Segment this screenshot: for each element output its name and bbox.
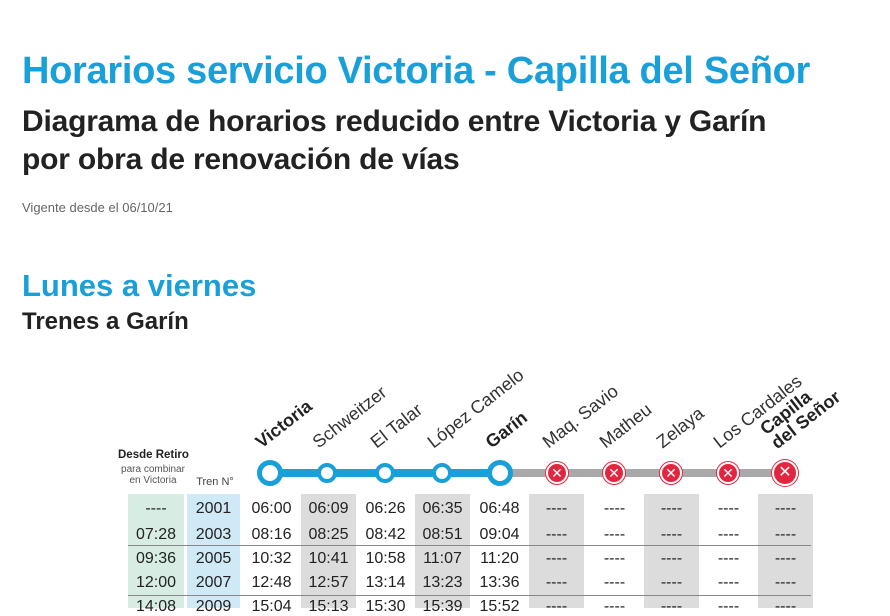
station-closed-icon: ✕ <box>546 462 568 484</box>
desde-retiro-note-line-1: para combinar <box>121 464 185 475</box>
station-time-cell: ---- <box>717 574 740 591</box>
desde-retiro-header: Desde Retiro <box>118 449 189 461</box>
station-time-cell: 15:30 <box>365 598 406 615</box>
station-time-cell: ---- <box>545 550 568 567</box>
station-time-cell: ---- <box>545 598 568 615</box>
station-time-cell: ---- <box>717 598 740 615</box>
station-time-cell: 08:42 <box>365 526 406 543</box>
retiro-time-cell: 12:00 <box>135 574 177 591</box>
station-time-cell: 08:51 <box>422 526 463 543</box>
station-time-cell: ---- <box>660 550 683 567</box>
page-subtitle-line-2: por obra de renovación de vías <box>22 143 460 176</box>
station-time-cell: 12:48 <box>251 574 292 591</box>
station-time-cell: 10:41 <box>308 550 349 567</box>
retiro-column-bg <box>128 494 184 608</box>
station-time-cell: 11:20 <box>480 550 519 567</box>
tren-number-cell: 2001 <box>195 500 232 517</box>
station-closed-icon: ✕ <box>603 462 625 484</box>
station-time-cell: 06:00 <box>251 500 292 517</box>
station-time-cell: ---- <box>660 500 683 517</box>
row-divider <box>128 595 811 596</box>
station-time-cell: 15:39 <box>422 598 463 615</box>
station-time-cell: ---- <box>603 574 626 591</box>
station-time-cell: ---- <box>717 500 740 517</box>
tren-number-header: Tren N° <box>196 476 234 488</box>
station-column-bg <box>644 494 699 608</box>
station-time-cell: ---- <box>603 500 626 517</box>
station-time-cell: ---- <box>717 526 740 543</box>
row-divider <box>128 545 811 546</box>
station-stop-icon <box>257 460 283 486</box>
retiro-time-cell: 07:28 <box>135 526 177 543</box>
station-time-cell: ---- <box>603 550 626 567</box>
station-time-cell: 11:07 <box>423 550 462 567</box>
retiro-time-cell: ---- <box>145 500 167 517</box>
station-time-cell: ---- <box>774 526 797 543</box>
tren-number-cell: 2007 <box>195 574 232 591</box>
tren-column-bg <box>187 494 240 608</box>
station-time-cell: 15:04 <box>251 598 292 615</box>
desde-retiro-note-line-2: en Victoria <box>129 475 177 486</box>
retiro-time-cell: 09:36 <box>135 550 177 567</box>
station-time-cell: 06:09 <box>308 500 349 517</box>
station-time-cell: 06:48 <box>479 500 520 517</box>
station-stop-icon <box>375 463 395 483</box>
station-time-cell: ---- <box>774 500 797 517</box>
station-label-3: López Camelo <box>423 364 528 452</box>
station-column-bg <box>415 494 470 608</box>
page-title: Horarios servicio Victoria - Capilla del… <box>22 50 811 92</box>
station-time-cell: ---- <box>603 526 626 543</box>
desde-retiro-note: para combinar en Victoria <box>118 464 188 486</box>
tren-number-cell: 2009 <box>195 598 232 615</box>
station-time-cell: ---- <box>660 598 683 615</box>
station-time-cell: ---- <box>774 598 797 615</box>
station-column-bg <box>301 494 356 608</box>
station-time-cell: 12:57 <box>308 574 349 591</box>
station-time-cell: 10:58 <box>365 550 406 567</box>
section-subtitle: Trenes a Garín <box>22 308 189 335</box>
station-time-cell: 06:35 <box>422 500 463 517</box>
station-column-bg <box>758 494 813 608</box>
station-time-cell: 15:52 <box>479 598 520 615</box>
station-stop-icon <box>317 463 337 483</box>
station-time-cell: ---- <box>545 526 568 543</box>
station-time-cell: 09:04 <box>479 526 520 543</box>
station-time-cell: 10:32 <box>251 550 292 567</box>
retiro-time-cell: 14:08 <box>135 598 177 615</box>
station-label-7: Zelaya <box>652 402 708 452</box>
station-time-cell: 06:26 <box>365 500 406 517</box>
track-closed-segment <box>500 469 785 477</box>
station-time-cell: ---- <box>660 574 683 591</box>
station-time-cell: ---- <box>774 550 797 567</box>
station-time-cell: 15:13 <box>308 598 349 615</box>
station-time-cell: ---- <box>545 574 568 591</box>
section-title: Lunes a viernes <box>22 268 257 303</box>
station-time-cell: ---- <box>603 598 626 615</box>
station-column-bg <box>529 494 584 608</box>
station-label-0: Victoria <box>251 395 316 452</box>
station-time-cell: ---- <box>774 574 797 591</box>
station-closed-icon: ✕ <box>717 462 739 484</box>
station-time-cell: ---- <box>545 500 568 517</box>
station-closed-icon: ✕ <box>772 460 798 486</box>
station-label-4: Garín <box>481 407 532 452</box>
station-stop-icon <box>487 460 513 486</box>
station-time-cell: 08:25 <box>308 526 349 543</box>
page-subtitle-line-1: Diagrama de horarios reducido entre Vict… <box>22 105 767 138</box>
station-time-cell: 13:14 <box>365 574 406 591</box>
station-time-cell: ---- <box>717 550 740 567</box>
tren-number-cell: 2003 <box>195 526 232 543</box>
station-stop-icon <box>432 463 452 483</box>
station-time-cell: 13:23 <box>422 574 463 591</box>
valid-from-date: Vigente desde el 06/10/21 <box>22 200 173 215</box>
station-closed-icon: ✕ <box>660 462 682 484</box>
station-time-cell: 13:36 <box>479 574 520 591</box>
station-time-cell: ---- <box>660 526 683 543</box>
tren-number-cell: 2005 <box>195 550 232 567</box>
station-time-cell: 08:16 <box>251 526 292 543</box>
